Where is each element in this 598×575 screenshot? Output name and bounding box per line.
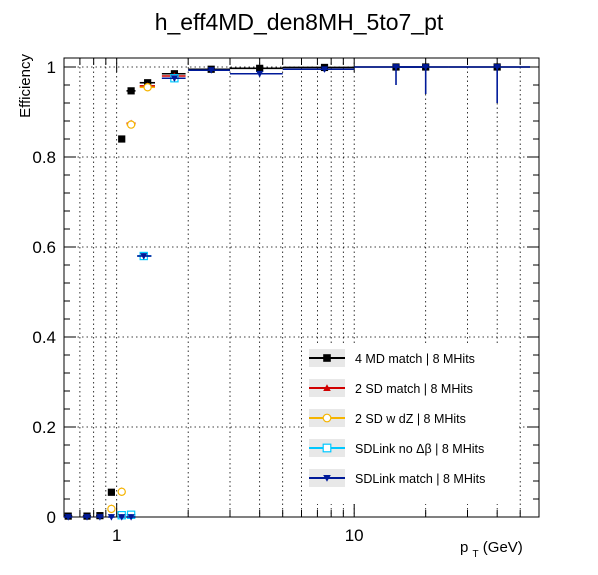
legend-entry: 2 SD match | 8 MHits xyxy=(309,379,473,397)
marker-filled-down-triangle xyxy=(107,514,115,521)
y-tick-label: 0.6 xyxy=(32,238,56,257)
x-axis-label-main: p xyxy=(460,539,468,556)
axes: 0 0.2 0.4 0.6 0.8 1 1 10 xyxy=(32,57,540,545)
marker-filled-square xyxy=(127,87,135,95)
marker-filled-square xyxy=(256,64,264,72)
marker-filled-triangle xyxy=(323,384,331,392)
x-axis-label: p T (GeV) xyxy=(460,539,523,561)
marker-filled-down-triangle xyxy=(64,514,72,521)
marker-filled-down-triangle xyxy=(96,514,104,521)
marker-filled-down-triangle xyxy=(422,64,430,71)
marker-filled-square xyxy=(107,488,115,496)
legend-entry: SDLink match | 8 MHits xyxy=(309,469,485,487)
marker-filled-down-triangle xyxy=(170,75,179,82)
marker-filled-down-triangle xyxy=(256,70,264,78)
y-tick-label: 0.8 xyxy=(32,148,56,167)
marker-filled-down-triangle xyxy=(320,66,329,73)
marker-filled-down-triangle xyxy=(118,514,126,521)
marker-open-circle xyxy=(143,83,152,92)
x-axis-label-subscript: T xyxy=(473,549,479,560)
marker-filled-down-triangle xyxy=(323,474,331,482)
marker-open-circle xyxy=(107,504,116,514)
series-layer xyxy=(64,63,531,521)
legend-entry: 4 MD match | 8 MHits xyxy=(309,349,475,367)
marker-open-circle xyxy=(126,120,136,129)
x-axis-label-unit: (GeV) xyxy=(483,539,523,556)
x-tick-label: 10 xyxy=(345,526,364,545)
marker-open-circle xyxy=(322,413,332,423)
y-tick-label: 0 xyxy=(47,508,56,527)
chart-title: h_eff4MD_den8MH_5to7_pt xyxy=(155,9,444,35)
legend-label: 4 MD match | 8 MHits xyxy=(355,352,475,366)
marker-filled-down-triangle xyxy=(83,514,91,521)
marker-filled-square xyxy=(323,354,331,362)
series-5 xyxy=(64,64,531,521)
marker-filled-down-triangle xyxy=(207,67,215,74)
y-tick-label: 0.4 xyxy=(32,328,56,347)
series-3 xyxy=(107,83,156,514)
y-axis-label: Efficiency xyxy=(17,54,34,118)
y-tick-label: 0.2 xyxy=(32,418,56,437)
marker-filled-down-triangle xyxy=(127,514,135,521)
x-tick-label: 1 xyxy=(112,526,121,545)
legend-label: 2 SD match | 8 MHits xyxy=(355,382,473,396)
marker-open-circle xyxy=(117,487,126,496)
legend-label: SDLink match | 8 MHits xyxy=(355,472,485,486)
legend-label: 2 SD w dZ | 8 MHits xyxy=(355,412,466,426)
legend: 4 MD match | 8 MHits 2 SD match | 8 MHits… xyxy=(305,344,519,504)
legend-entry: 2 SD w dZ | 8 MHits xyxy=(309,409,466,427)
marker-filled-down-triangle xyxy=(493,64,501,71)
marker-filled-down-triangle xyxy=(140,253,148,260)
marker-filled-square xyxy=(118,135,126,143)
marker-open-square xyxy=(322,443,332,453)
legend-entry: SDLink no Δβ | 8 MHits xyxy=(309,439,484,457)
y-tick-label: 1 xyxy=(47,58,56,77)
legend-label: SDLink no Δβ | 8 MHits xyxy=(355,442,484,456)
